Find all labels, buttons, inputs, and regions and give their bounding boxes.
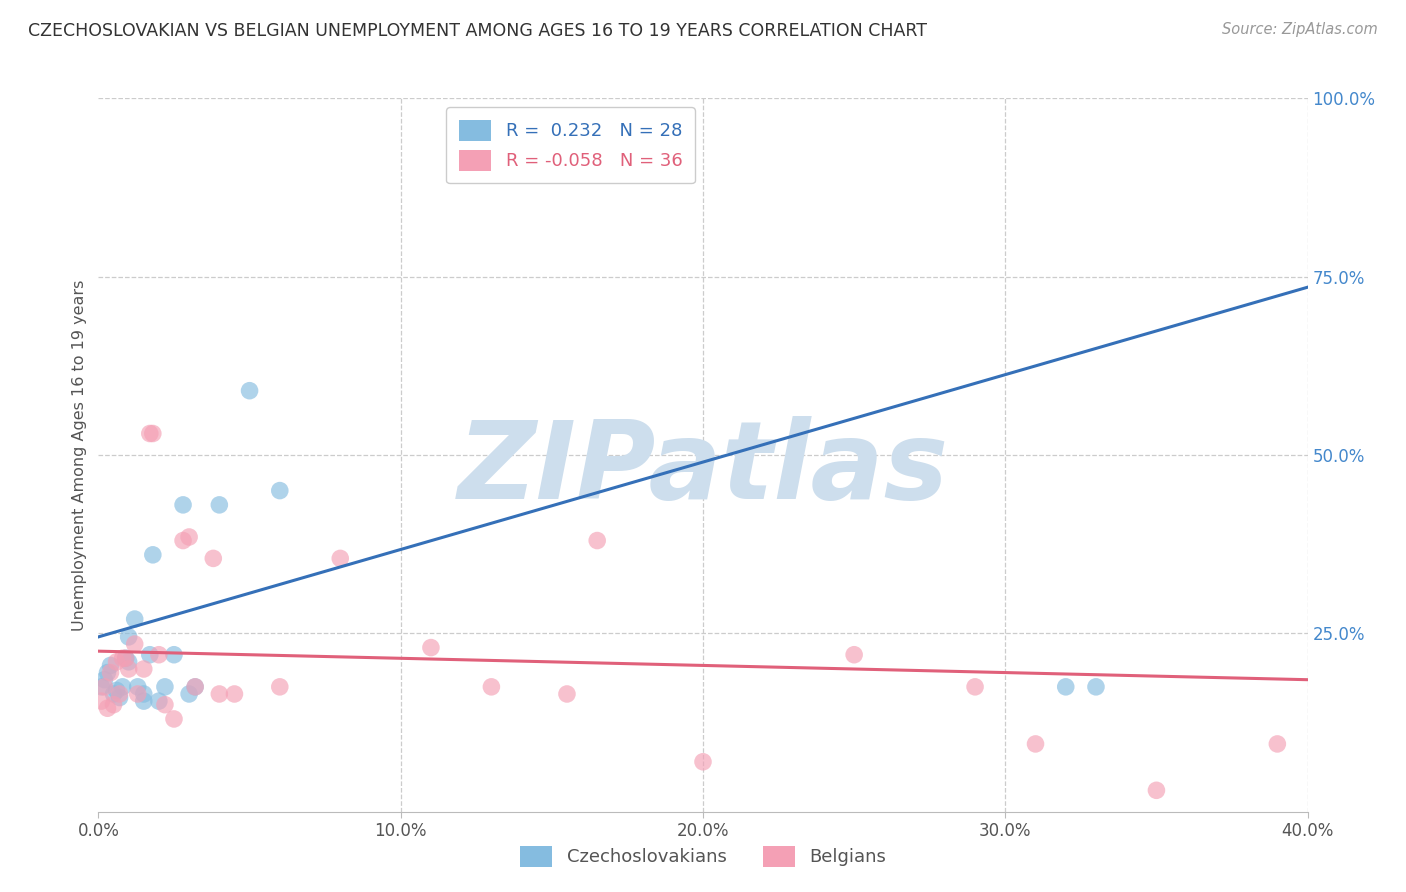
Point — [111, 651, 134, 665]
Point — [127, 687, 149, 701]
Point — [844, 648, 866, 662]
Point — [239, 384, 262, 398]
Point — [208, 687, 231, 701]
Point — [269, 483, 291, 498]
Point — [96, 701, 118, 715]
Point — [108, 687, 131, 701]
Point — [184, 680, 207, 694]
Legend: R =  0.232   N = 28, R = -0.058   N = 36: R = 0.232 N = 28, R = -0.058 N = 36 — [446, 107, 695, 183]
Point — [96, 665, 118, 680]
Point — [105, 655, 128, 669]
Point — [179, 530, 201, 544]
Point — [555, 687, 578, 701]
Point — [1024, 737, 1046, 751]
Legend: Czechoslovakians, Belgians: Czechoslovakians, Belgians — [512, 838, 894, 874]
Point — [132, 694, 155, 708]
Point — [153, 680, 176, 694]
Text: ZIPatlas: ZIPatlas — [457, 417, 949, 522]
Point — [108, 690, 131, 705]
Point — [124, 637, 146, 651]
Point — [1267, 737, 1289, 751]
Text: CZECHOSLOVAKIAN VS BELGIAN UNEMPLOYMENT AMONG AGES 16 TO 19 YEARS CORRELATION CH: CZECHOSLOVAKIAN VS BELGIAN UNEMPLOYMENT … — [28, 22, 927, 40]
Point — [148, 694, 170, 708]
Point — [132, 687, 155, 701]
Point — [93, 680, 115, 694]
Point — [93, 673, 115, 687]
Point — [142, 548, 165, 562]
Point — [153, 698, 176, 712]
Point — [202, 551, 225, 566]
Point — [1144, 783, 1167, 797]
Point — [163, 712, 186, 726]
Point — [132, 662, 155, 676]
Point — [208, 498, 231, 512]
Point — [172, 533, 194, 548]
Point — [118, 630, 141, 644]
Point — [105, 683, 128, 698]
Point — [224, 687, 246, 701]
Point — [1054, 680, 1077, 694]
Point — [481, 680, 503, 694]
Point — [965, 680, 987, 694]
Text: Source: ZipAtlas.com: Source: ZipAtlas.com — [1222, 22, 1378, 37]
Point — [114, 651, 136, 665]
Point — [142, 426, 165, 441]
Point — [139, 426, 162, 441]
Y-axis label: Unemployment Among Ages 16 to 19 years: Unemployment Among Ages 16 to 19 years — [72, 279, 87, 631]
Point — [1085, 680, 1108, 694]
Point — [692, 755, 714, 769]
Point — [114, 651, 136, 665]
Point — [586, 533, 609, 548]
Point — [103, 698, 125, 712]
Point — [139, 648, 162, 662]
Point — [90, 680, 112, 694]
Point — [111, 680, 134, 694]
Point — [118, 662, 141, 676]
Point — [329, 551, 352, 566]
Point — [172, 498, 194, 512]
Point — [90, 694, 112, 708]
Point — [100, 658, 122, 673]
Point — [269, 680, 291, 694]
Point — [103, 687, 125, 701]
Point — [163, 648, 186, 662]
Point — [179, 687, 201, 701]
Point — [127, 680, 149, 694]
Point — [148, 648, 170, 662]
Point — [100, 665, 122, 680]
Point — [184, 680, 207, 694]
Point — [420, 640, 443, 655]
Point — [118, 655, 141, 669]
Point — [124, 612, 146, 626]
